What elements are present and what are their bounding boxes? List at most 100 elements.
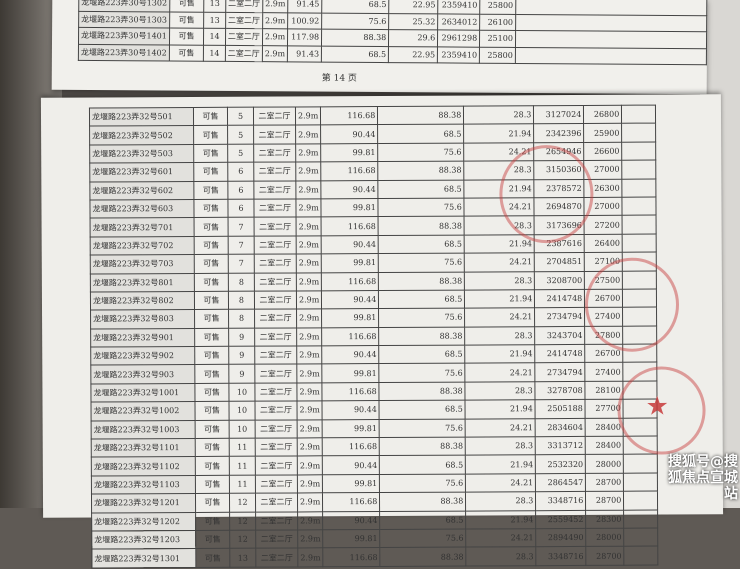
cell-status: 可售 (195, 493, 230, 513)
cell-inner-area: 88.38 (378, 271, 465, 291)
cell-status: 可售 (193, 125, 228, 145)
cell-ceiling-height: 2.9m (296, 290, 322, 310)
cell-inner-area: 75.6 (377, 142, 465, 162)
cell-unit-price: 26400 (584, 233, 623, 253)
cell-total-price: 2414748 (535, 344, 586, 364)
cell-total-price: 2961298 (437, 29, 480, 47)
cell-ceiling-height: 2.9m (295, 106, 321, 126)
cell-unit-price: 28000 (585, 454, 624, 474)
cell-inner-area: 75.6 (379, 418, 466, 438)
cell-total-price: 2359410 (437, 46, 480, 64)
cell-status: 可售 (193, 144, 228, 163)
cell-remark (623, 472, 658, 492)
cell-layout: 二室二厅 (225, 11, 263, 29)
cell-layout: 二室二厅 (225, 0, 263, 13)
cell-unit-name: 龙堰路223弄32号502 (89, 125, 194, 145)
cell-layout: 二室二厅 (253, 180, 296, 200)
cell-unit-name: 龙堰路223弄32号903 (90, 364, 195, 384)
cell-status: 可售 (194, 272, 229, 292)
cell-inner-area: 88.38 (377, 106, 464, 125)
cell-unit-name: 龙堰路223弄32号801 (90, 272, 195, 292)
cell-floor-area: 90.44 (322, 511, 380, 530)
cell-floor: 10 (228, 401, 256, 420)
cell-ceiling-height: 2.9m (296, 309, 322, 328)
cell-ceiling-height: 2.9m (296, 235, 322, 255)
cell-remark (621, 123, 656, 143)
cell-unit-name: 龙堰路223弄30号1303 (78, 10, 170, 29)
cell-layout: 二室二厅 (255, 548, 298, 567)
cell-unit-name: 龙堰路223弄32号1102 (91, 456, 196, 476)
cell-status: 可售 (195, 548, 230, 568)
cell-floor: 14 (203, 28, 226, 45)
document-page-14: 龙堰路223弄30号1302 可售 13 二室二厅 2.9m 91.45 68.5 22.95… (51, 0, 708, 95)
cell-remark (623, 528, 659, 547)
cell-total-price: 2359410 (437, 0, 480, 14)
cell-shared-area: 21.94 (465, 455, 536, 474)
cell-unit-price: 26100 (479, 13, 516, 31)
cell-inner-area: 75.6 (379, 473, 466, 493)
cell-ceiling-height: 2.9m (297, 474, 323, 494)
cell-status: 可售 (195, 438, 230, 457)
cell-ceiling-height: 2.9m (297, 548, 324, 567)
cell-status: 可售 (169, 0, 205, 12)
cell-unit-price: 27200 (584, 215, 623, 235)
cell-inner-area: 88.38 (378, 216, 465, 236)
cell-floor-area: 116.68 (323, 547, 381, 567)
cell-total-price: 2532320 (535, 454, 586, 474)
cell-inner-area: 75.6 (378, 253, 465, 273)
cell-unit-name: 龙堰路223弄32号1301 (91, 548, 196, 568)
cell-shared-area: 24.21 (465, 528, 537, 548)
cell-unit-name: 龙堰路223弄32号602 (89, 181, 194, 200)
cell-inner-area: 68.5 (378, 179, 465, 199)
cell-inner-area: 88.38 (379, 437, 466, 456)
cell-layout: 二室二厅 (254, 309, 297, 328)
cell-total-price: 2704851 (534, 252, 585, 272)
cell-ceiling-height: 2.9m (262, 0, 289, 13)
cell-shared-area: 28.3 (464, 326, 536, 346)
cell-unit-name: 龙堰路223弄32号803 (90, 309, 195, 329)
cell-inner-area: 88.38 (380, 547, 467, 567)
cell-total-price: 3348716 (536, 546, 587, 566)
cell-floor: 9 (228, 327, 255, 347)
cell-floor-area: 99.81 (320, 143, 379, 162)
red-seal-stamp (499, 144, 594, 244)
cell-total-price: 3278708 (535, 381, 586, 400)
cell-total-price: 2834604 (535, 418, 586, 437)
cell-unit-name: 龙堰路223弄32号701 (90, 217, 195, 237)
cell-ceiling-height: 2.9m (295, 161, 322, 181)
cell-status: 可售 (169, 11, 204, 29)
cell-remark (515, 13, 707, 32)
cell-floor-area: 90.44 (320, 124, 378, 144)
cell-ceiling-height: 2.9m (297, 529, 324, 549)
cell-layout: 二室二厅 (225, 28, 263, 46)
cell-layout: 二室二厅 (255, 437, 298, 457)
cell-layout: 二室二厅 (255, 474, 298, 494)
cell-shared-area: 21.94 (463, 124, 534, 143)
cell-ceiling-height: 2.9m (296, 327, 323, 347)
cell-unit-price: 28700 (585, 491, 624, 511)
cell-shared-area: 28.3 (466, 547, 537, 566)
cell-floor: 9 (228, 364, 255, 384)
cell-inner-area: 68.5 (378, 289, 465, 309)
cell-total-price: 3208700 (534, 270, 585, 290)
cell-total-price: 2414748 (534, 289, 585, 308)
cell-unit-name: 龙堰路223弄32号503 (89, 144, 194, 164)
cell-floor-area: 90.44 (322, 455, 380, 475)
cell-ceiling-height: 2.9m (297, 419, 323, 438)
cell-shared-area: 24.21 (464, 252, 535, 272)
cell-floor: 7 (228, 235, 255, 255)
cell-status: 可售 (194, 383, 229, 402)
cell-floor: 10 (228, 383, 255, 402)
cell-unit-price: 27400 (585, 362, 624, 382)
cell-floor-area: 90.44 (321, 235, 379, 254)
cell-unit-name: 龙堰路223弄32号703 (90, 254, 195, 274)
cell-total-price: 3348716 (535, 491, 586, 511)
cell-inner-area: 68.5 (321, 0, 390, 14)
cell-unit-name: 龙堰路223弄32号601 (89, 162, 194, 182)
cell-layout: 二室二厅 (225, 44, 263, 62)
cell-ceiling-height: 2.9m (296, 253, 322, 273)
cell-floor: 6 (227, 162, 254, 181)
cell-status: 可售 (195, 475, 230, 494)
cell-layout: 二室二厅 (254, 235, 297, 255)
cell-shared-area: 29.6 (388, 29, 438, 47)
